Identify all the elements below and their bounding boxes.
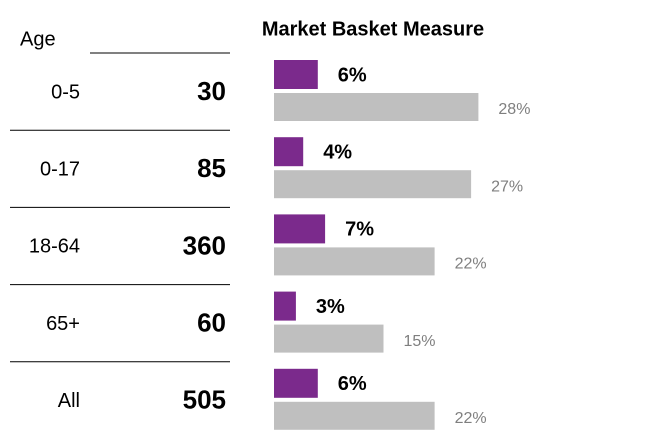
value-label: 22% bbox=[455, 410, 487, 427]
bar bbox=[274, 247, 435, 276]
count: 30 bbox=[197, 76, 226, 106]
category-label: 65+ bbox=[46, 313, 80, 335]
category-label: 0-17 bbox=[40, 158, 80, 180]
category-label: All bbox=[58, 390, 80, 412]
value-label: 4% bbox=[323, 141, 352, 163]
category-label: 0-5 bbox=[51, 81, 80, 103]
value-label: 27% bbox=[491, 178, 523, 195]
value-label: 7% bbox=[345, 219, 374, 241]
bar bbox=[274, 324, 384, 353]
bar bbox=[274, 401, 435, 430]
value-label: 3% bbox=[316, 296, 345, 318]
category-header: Age bbox=[20, 28, 56, 50]
value-label: 6% bbox=[338, 373, 367, 395]
bar bbox=[274, 93, 479, 121]
bar bbox=[274, 368, 318, 398]
bar bbox=[274, 214, 326, 244]
bar bbox=[274, 170, 472, 199]
count: 85 bbox=[197, 153, 226, 183]
value-label: 6% bbox=[338, 64, 367, 86]
count: 60 bbox=[197, 307, 226, 337]
chart-title: Market Basket Measure bbox=[262, 18, 484, 40]
value-label: 15% bbox=[404, 333, 436, 350]
value-label: 28% bbox=[498, 101, 530, 118]
count: 360 bbox=[183, 230, 226, 260]
bar bbox=[274, 137, 304, 167]
category-label: 18-64 bbox=[29, 236, 80, 258]
bar bbox=[274, 291, 296, 321]
bar bbox=[274, 60, 318, 89]
count: 505 bbox=[183, 385, 226, 415]
value-label: 22% bbox=[455, 256, 487, 273]
